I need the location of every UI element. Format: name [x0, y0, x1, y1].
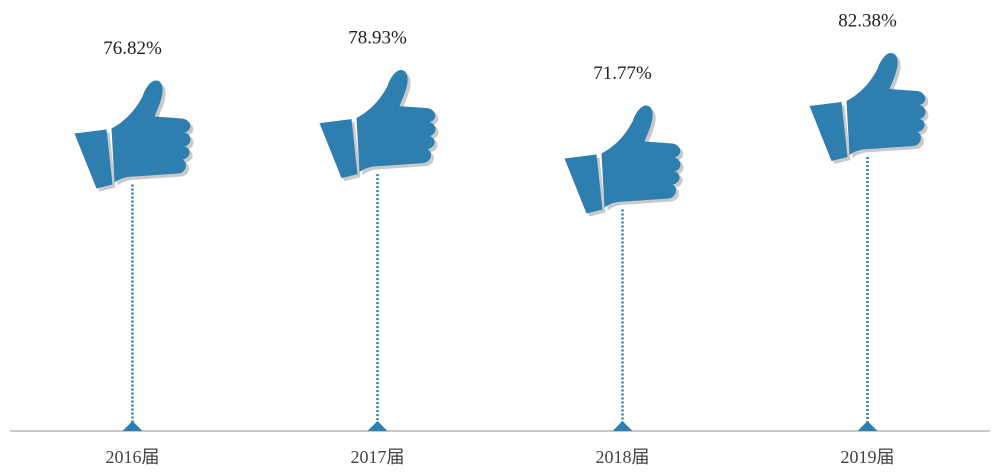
- value-label: 76.82%: [103, 38, 162, 59]
- thumb-hand: [356, 70, 436, 173]
- thumb-hand: [111, 80, 191, 183]
- thumb-hand: [846, 52, 926, 155]
- thumb-cuff: [809, 102, 848, 161]
- value-label: 82.38%: [838, 10, 897, 31]
- thumb-icon: [74, 80, 194, 192]
- x-tick-label: 2018届: [596, 447, 650, 467]
- thumb-icon: [564, 105, 684, 217]
- thumb-cuff: [319, 119, 358, 179]
- x-tick-label: 2017届: [351, 447, 405, 467]
- x-tick-label: 2016届: [106, 447, 160, 467]
- thumb-cuff: [74, 129, 113, 189]
- value-label: 78.93%: [348, 27, 407, 48]
- base-marker: [367, 421, 388, 431]
- base-marker: [612, 421, 633, 431]
- thumb-icon: [809, 52, 929, 164]
- x-tick-label: 2019届: [841, 447, 895, 467]
- value-label: 71.77%: [593, 63, 652, 84]
- base-marker: [857, 421, 878, 431]
- thumb-cuff: [564, 154, 603, 214]
- thumb-icon: [319, 70, 439, 182]
- thumb-hand: [601, 105, 681, 208]
- base-marker: [122, 421, 143, 431]
